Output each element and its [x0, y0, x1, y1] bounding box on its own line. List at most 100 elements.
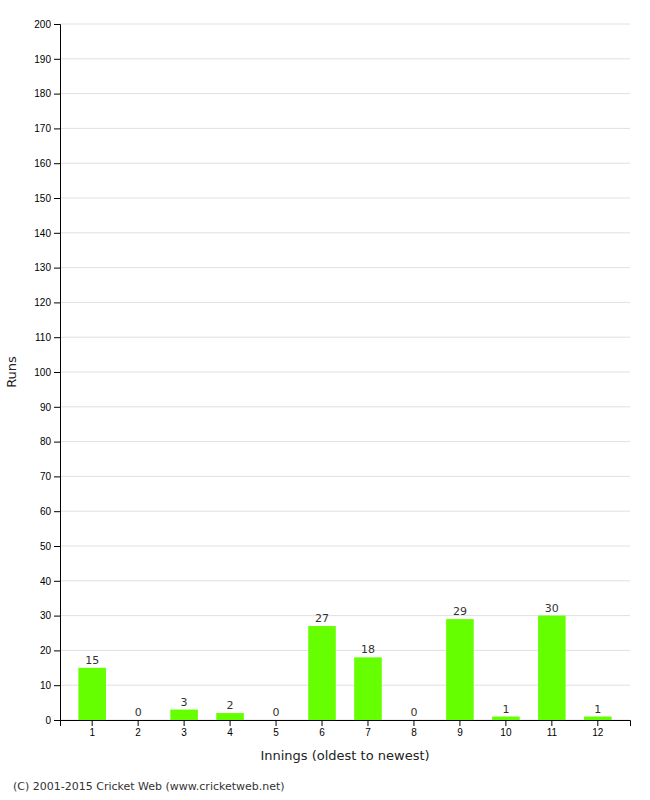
y-tick-label: 140 [34, 228, 51, 239]
y-tick: 50 [40, 541, 60, 552]
y-tick: 10 [40, 680, 60, 691]
x-tick-label: 4 [227, 727, 233, 738]
grid-line [60, 24, 630, 25]
y-tick-label: 170 [34, 123, 51, 134]
y-axis-line [54, 25, 61, 721]
bar [308, 626, 336, 720]
grid-line [60, 337, 630, 338]
x-tick: 3 [181, 720, 187, 738]
x-tick: 7 [365, 720, 371, 738]
bar [584, 717, 612, 720]
y-tick-label: 160 [34, 158, 51, 169]
x-tick-label: 5 [273, 727, 279, 738]
bar [262, 720, 290, 721]
y-tick-mark [54, 302, 60, 303]
x-tick-label: 12 [592, 727, 604, 738]
data-label: 15 [85, 654, 99, 667]
x-axis-title: Innings (oldest to newest) [260, 748, 429, 763]
y-tick-mark [54, 720, 60, 721]
grid-line [60, 441, 630, 442]
y-tick-mark [54, 442, 60, 443]
y-tick-label: 20 [40, 645, 52, 656]
x-tick-mark [413, 720, 414, 726]
x-axis: 123456789101112 [61, 720, 631, 738]
data-label: 1 [502, 703, 509, 716]
x-tick: 1 [89, 720, 95, 738]
y-tick-label: 120 [34, 297, 51, 308]
data-labels: 15032027180291301 [85, 602, 601, 719]
data-label: 30 [545, 602, 559, 615]
x-tick-label: 11 [547, 727, 558, 738]
y-axis-title: Runs [4, 356, 19, 388]
y-tick-mark [54, 233, 60, 234]
y-tick: 0 [45, 715, 60, 726]
y-tick: 150 [34, 193, 60, 204]
y-tick-label: 110 [35, 332, 51, 343]
data-label: 0 [135, 706, 142, 719]
y-tick-label: 80 [40, 436, 52, 447]
x-tick: 6 [319, 720, 325, 738]
y-tick-label: 100 [34, 367, 51, 378]
x-tick: 8 [411, 720, 417, 738]
x-tick-label: 9 [457, 727, 463, 738]
y-tick-mark [54, 616, 60, 617]
grid-line [60, 546, 630, 547]
y-tick: 190 [34, 54, 60, 65]
y-tick-mark [54, 94, 60, 95]
y-tick: 100 [34, 367, 60, 378]
y-tick: 20 [40, 645, 60, 656]
x-tick-mark [459, 720, 460, 726]
y-tick: 30 [40, 610, 60, 621]
y-tick-mark [54, 372, 60, 373]
y-tick-mark [54, 59, 60, 60]
y-tick: 70 [40, 471, 60, 482]
grid-line [60, 372, 630, 373]
grid-line [60, 267, 630, 268]
x-tick-label: 10 [500, 727, 512, 738]
y-axis: 0102030405060708090100110120130140150160… [34, 19, 60, 726]
y-tick-label: 150 [34, 193, 51, 204]
x-tick: 5 [273, 720, 279, 738]
plot-area: 1503202718029130112345678910111201020304… [34, 19, 630, 738]
y-tick-mark [54, 24, 60, 25]
x-tick-label: 1 [89, 727, 95, 738]
bar [78, 668, 106, 720]
y-tick-label: 0 [45, 715, 51, 726]
y-tick: 180 [34, 88, 60, 99]
x-tick-label: 7 [365, 727, 371, 738]
y-tick: 140 [34, 228, 60, 239]
x-tick-label: 6 [319, 727, 325, 738]
x-tick: 2 [135, 720, 141, 738]
x-tick-mark [322, 720, 323, 726]
grid-line [60, 58, 630, 59]
y-tick-mark [54, 407, 60, 408]
x-tick-label: 3 [181, 727, 187, 738]
x-tick-mark [505, 720, 506, 726]
y-tick: 170 [34, 123, 60, 134]
y-tick-label: 190 [34, 54, 51, 65]
grid-line [60, 511, 630, 512]
bar [170, 710, 198, 720]
y-tick-label: 60 [40, 506, 52, 517]
y-tick-mark [54, 268, 60, 269]
bar [400, 720, 428, 721]
x-axis-line [61, 721, 631, 727]
data-label: 3 [181, 696, 188, 709]
grid-line [60, 232, 630, 233]
x-tick-mark [138, 720, 139, 726]
y-tick: 110 [35, 332, 60, 343]
y-tick-mark [54, 337, 60, 338]
y-tick: 120 [34, 297, 60, 308]
x-tick: 12 [592, 720, 604, 738]
y-tick-label: 50 [40, 541, 52, 552]
x-tick-mark [597, 720, 598, 726]
y-tick-mark [54, 685, 60, 686]
y-tick-mark [54, 128, 60, 129]
bar [538, 616, 566, 720]
x-tick-mark [551, 720, 552, 726]
bar [216, 713, 244, 720]
x-tick: 4 [227, 720, 233, 738]
grid-line [60, 163, 630, 164]
y-tick-label: 180 [34, 88, 51, 99]
x-tick: 10 [500, 720, 512, 738]
